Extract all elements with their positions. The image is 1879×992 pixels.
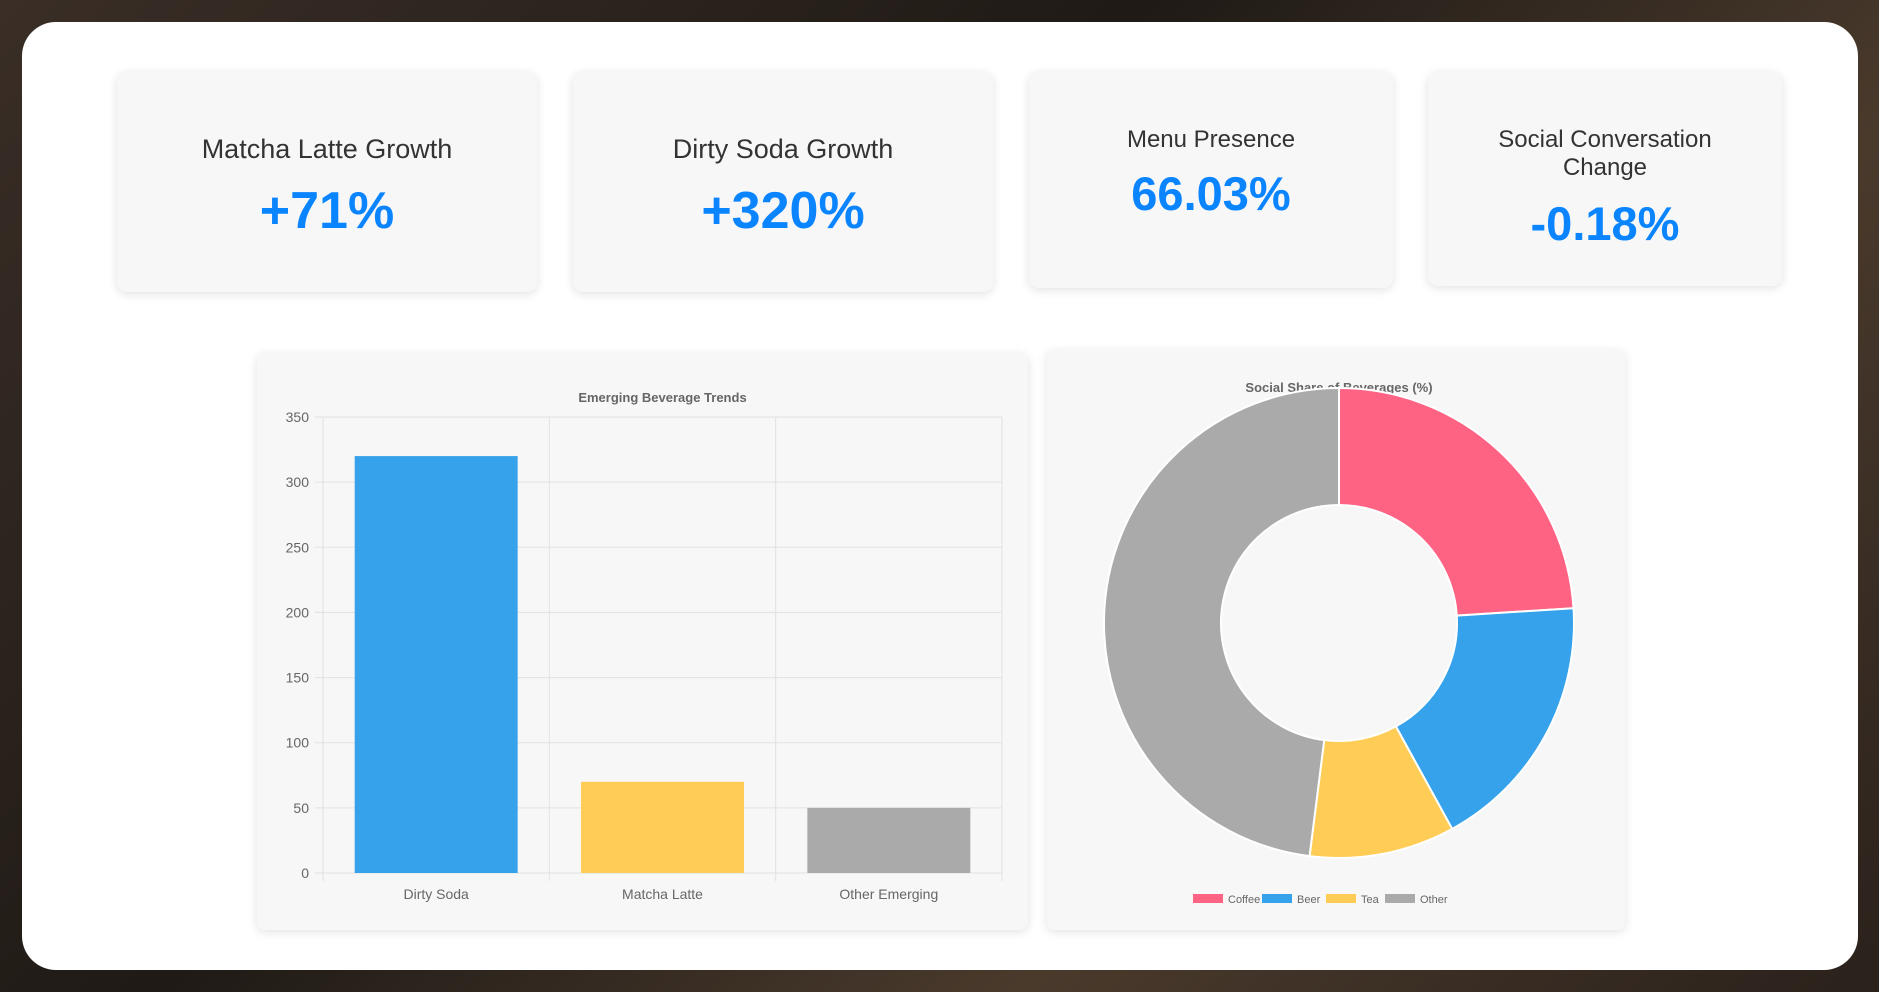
kpi-menu-presence: Menu Presence 66.03% <box>1029 72 1393 288</box>
chart-title: Emerging Beverage Trends <box>578 390 746 405</box>
kpi-label: Menu Presence <box>1126 126 1296 153</box>
legend-label: Beer <box>1297 894 1321 906</box>
y-tick-label: 0 <box>301 865 309 881</box>
kpi-social-conversation-change: Social Conversation Change -0.18% <box>1428 72 1782 286</box>
kpi-label: Matcha Latte Growth <box>201 134 453 164</box>
kpi-matcha-latte-growth: Matcha Latte Growth +71% <box>117 72 537 292</box>
y-tick-label: 150 <box>286 670 310 686</box>
slice-other <box>1103 386 1340 858</box>
legend-label: Other <box>1420 894 1448 906</box>
x-tick-label: Matcha Latte <box>622 886 703 902</box>
bar-dirty-soda <box>354 456 518 873</box>
x-tick-label: Dirty Soda <box>403 886 469 902</box>
legend-label: Tea <box>1361 894 1380 906</box>
kpi-label: Dirty Soda Growth <box>672 134 894 164</box>
legend-swatch <box>1326 894 1356 903</box>
y-tick-label: 200 <box>286 604 310 620</box>
legend-swatch <box>1385 894 1415 903</box>
slice-beer <box>1394 607 1575 831</box>
bar-other-emerging <box>807 807 971 873</box>
kpi-dirty-soda-growth: Dirty Soda Growth +320% <box>573 72 993 292</box>
legend-swatch <box>1262 894 1292 903</box>
legend-swatch <box>1193 894 1223 903</box>
kpi-label: Social Conversation Change <box>1498 126 1712 181</box>
donut-chart-card: Social Share of Beverages (%)CoffeeBeerT… <box>1047 350 1625 930</box>
y-tick-label: 100 <box>286 735 310 751</box>
bar-chart-card: Emerging Beverage Trends 0 50 100 150 200 250 3… <box>257 353 1028 930</box>
legend-label: Coffee <box>1228 894 1260 906</box>
x-tick-label: Other Emerging <box>839 886 938 902</box>
bar-matcha-latte <box>581 781 744 873</box>
kpi-value: +71% <box>259 182 395 240</box>
kpi-value: +320% <box>701 182 865 240</box>
y-tick-label: 350 <box>286 409 310 425</box>
y-tick-label: 250 <box>286 539 310 555</box>
donut-chart: Social Share of Beverages (%)CoffeeBeerT… <box>1103 380 1575 906</box>
y-tick-label: 50 <box>293 800 309 816</box>
kpi-value: -0.18% <box>1530 197 1680 250</box>
y-tick-label: 300 <box>286 474 310 490</box>
bar-chart: Emerging Beverage Trends 0 50 100 150 200 250 3… <box>286 390 1003 902</box>
kpi-value: 66.03% <box>1131 167 1291 220</box>
slice-coffee <box>1338 386 1575 617</box>
